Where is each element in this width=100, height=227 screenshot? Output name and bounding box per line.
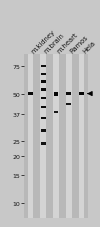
Bar	[41, 117, 46, 119]
Bar	[66, 54, 72, 218]
Bar	[28, 93, 33, 96]
Bar	[41, 81, 46, 83]
Bar	[41, 73, 46, 76]
Bar	[41, 89, 46, 91]
Bar	[41, 130, 46, 132]
Bar	[41, 97, 46, 100]
Bar	[54, 92, 58, 96]
Bar	[66, 93, 71, 96]
Bar	[41, 106, 46, 109]
Bar	[41, 143, 46, 145]
Bar	[40, 54, 46, 218]
Bar	[41, 66, 46, 68]
Bar	[79, 54, 84, 218]
Bar	[54, 112, 58, 114]
Bar	[66, 103, 71, 105]
Bar	[28, 54, 33, 218]
Bar	[53, 54, 59, 218]
Bar	[79, 92, 84, 96]
